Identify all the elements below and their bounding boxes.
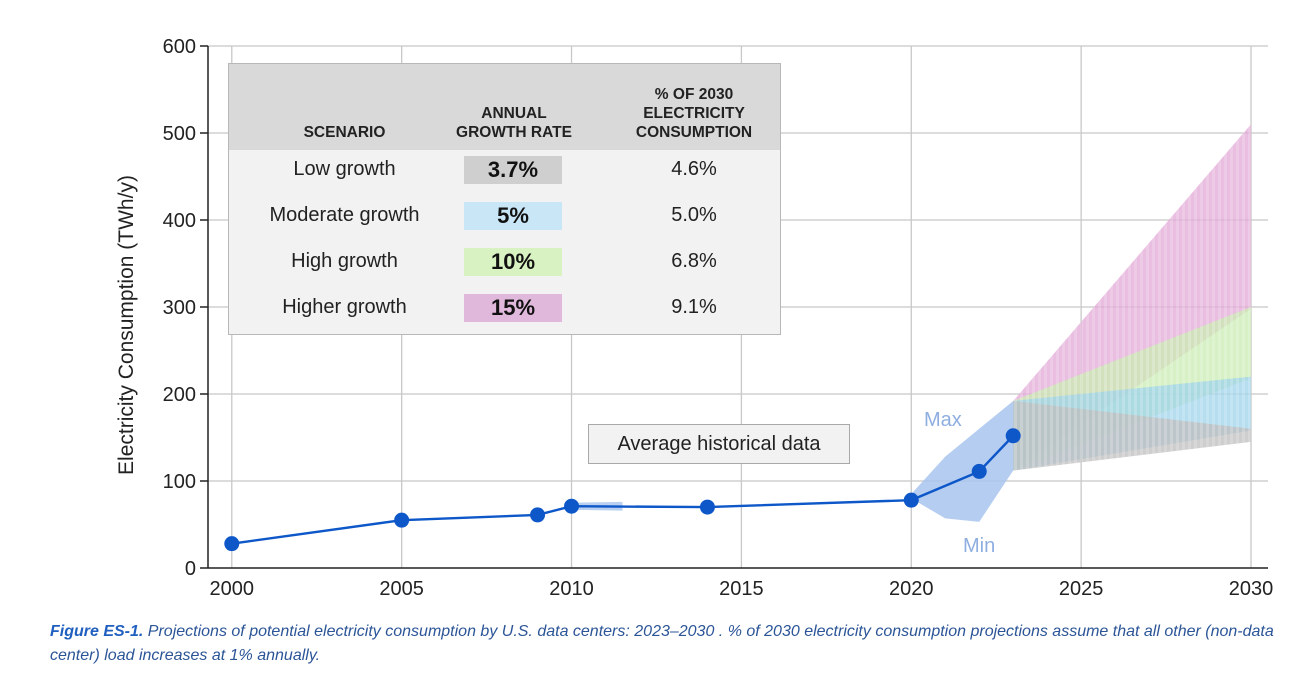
- scenario-table-header: SCENARIO ANNUAL GROWTH RATE % OF 2030 EL…: [229, 64, 780, 150]
- projection-bands: [1013, 124, 1252, 471]
- pct-value: 9.1%: [671, 296, 717, 318]
- table-row: Higher growth 15% 9.1%: [229, 288, 780, 328]
- data-point: [394, 512, 410, 528]
- scenario-label: High growth: [291, 250, 398, 272]
- header-scenario: SCENARIO: [303, 124, 386, 141]
- x-tick-label: 2010: [549, 578, 594, 600]
- chart-area: 0 100 200 300 400 500 600 2000 2005 2010 2015 2020 2…: [115, 36, 1274, 600]
- data-point: [224, 536, 240, 552]
- y-axis-label: Electricity Consumption (TWh/y): [115, 175, 138, 475]
- data-point: [699, 499, 715, 515]
- table-row: Moderate growth 5% 5.0%: [229, 196, 780, 236]
- scenario-table: SCENARIO ANNUAL GROWTH RATE % OF 2030 EL…: [228, 63, 781, 335]
- data-point: [564, 498, 580, 514]
- data-point: [1005, 428, 1021, 444]
- scenario-label: Moderate growth: [269, 204, 420, 226]
- header-growth-rate: ANNUAL GROWTH RATE: [456, 105, 572, 141]
- x-tick-label: 2030: [1229, 578, 1274, 600]
- pct-value: 6.8%: [671, 250, 717, 272]
- data-point: [530, 507, 546, 523]
- rate-swatch: 15%: [464, 294, 562, 322]
- scenario-label: Low growth: [293, 158, 396, 180]
- y-tick-label: 200: [163, 384, 196, 406]
- y-tick-label: 100: [163, 471, 196, 493]
- x-tick-label: 2000: [210, 578, 255, 600]
- x-tick-label: 2005: [379, 578, 424, 600]
- header-pct-2030: % OF 2030 ELECTRICITY CONSUMPTION: [635, 86, 753, 141]
- historical-data-label: Average historical data: [588, 424, 850, 464]
- data-point: [903, 492, 919, 508]
- pct-value: 4.6%: [671, 158, 717, 180]
- historical-series: [224, 428, 1021, 552]
- max-annotation: Max: [924, 409, 962, 431]
- min-annotation: Min: [963, 535, 996, 557]
- rate-swatch: 10%: [464, 248, 562, 276]
- scenario-label: Higher growth: [282, 296, 407, 318]
- projection-band-hatch: [1013, 400, 1252, 471]
- pct-value: 5.0%: [671, 204, 717, 226]
- historical-range-band: [911, 400, 1014, 522]
- y-tick-label: 300: [163, 297, 196, 319]
- caption-label: Figure ES-1.: [50, 623, 144, 640]
- data-point: [971, 463, 987, 479]
- y-tick-label: 400: [163, 210, 196, 232]
- rate-swatch: 5%: [464, 202, 562, 230]
- table-row: High growth 10% 6.8%: [229, 242, 780, 282]
- rate-swatch: 3.7%: [464, 156, 562, 184]
- x-tick-label: 2015: [719, 578, 764, 600]
- figure-caption: Figure ES-1. Projections of potential el…: [50, 620, 1280, 668]
- axes: 0 100 200 300 400 500 600 2000 2005 2010 2015 2020 2…: [163, 36, 1274, 600]
- y-tick-label: 500: [163, 123, 196, 145]
- x-tick-label: 2025: [1059, 578, 1104, 600]
- table-row: Low growth 3.7% 4.6%: [229, 150, 780, 190]
- historical-line: [231, 434, 1015, 545]
- y-tick-label: 0: [185, 558, 196, 580]
- x-tick-label: 2020: [889, 578, 934, 600]
- y-tick-label: 600: [163, 36, 196, 58]
- caption-text: Projections of potential electricity con…: [50, 623, 1274, 664]
